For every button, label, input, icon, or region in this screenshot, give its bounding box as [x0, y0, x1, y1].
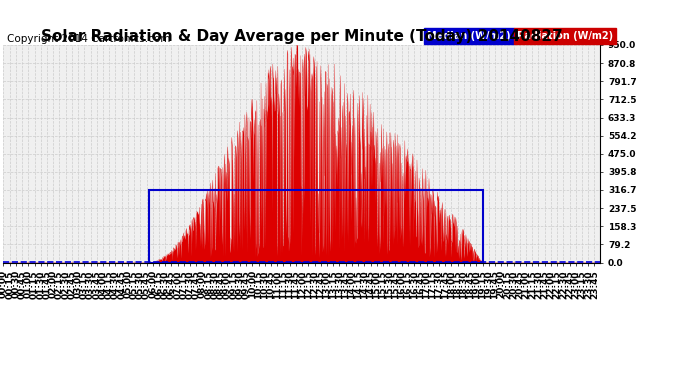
Title: Solar Radiation & Day Average per Minute (Today) 20140827: Solar Radiation & Day Average per Minute…: [41, 29, 563, 44]
Text: Radiation (W/m2): Radiation (W/m2): [517, 31, 613, 40]
Text: Copyright 2014 Cartronics.com: Copyright 2014 Cartronics.com: [7, 34, 170, 44]
Bar: [148, 190, 482, 262]
Text: Median (W/m2): Median (W/m2): [427, 31, 511, 40]
